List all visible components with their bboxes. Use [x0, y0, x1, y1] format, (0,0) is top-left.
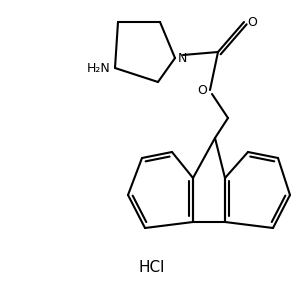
Text: HCl: HCl: [139, 260, 165, 276]
Text: H₂N: H₂N: [87, 62, 111, 74]
Text: O: O: [197, 84, 207, 97]
Text: N: N: [178, 52, 187, 64]
Text: O: O: [247, 15, 257, 28]
